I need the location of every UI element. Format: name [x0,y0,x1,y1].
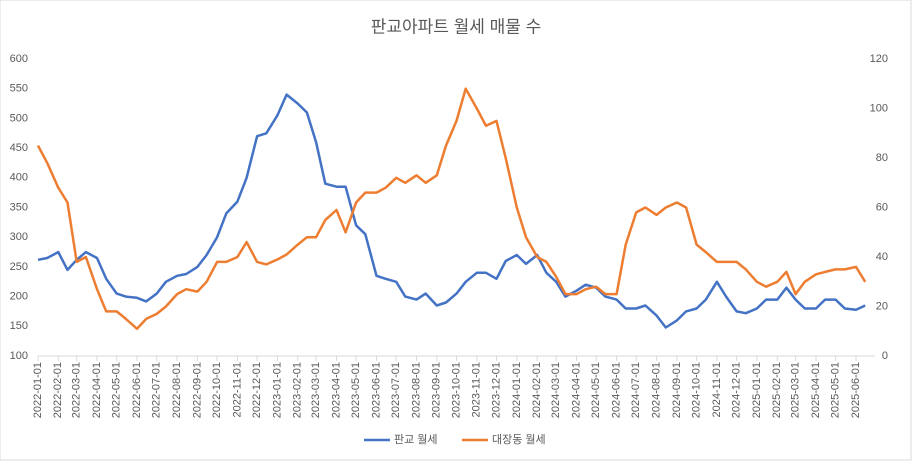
x-tick-label: 2022-10-01 [211,362,223,418]
y-tick-label: 200 [10,291,28,303]
y-tick-label: 300 [10,231,28,243]
x-tick-label: 2023-03-01 [310,362,322,418]
y2-tick-label: 80 [876,152,888,164]
y2-tick-label: 40 [876,251,888,263]
y2-tick-label: 60 [876,201,888,213]
y-tick-label: 450 [10,142,28,154]
legend-label: 판교 월세 [394,433,438,446]
x-tick-label: 2025-03-01 [790,362,802,418]
x-tick-label: 2023-08-01 [410,362,422,418]
x-tick-label: 2022-06-01 [131,362,143,418]
x-tick-label: 2023-10-01 [450,362,462,418]
x-tick-label: 2023-05-01 [350,362,362,418]
x-tick-label: 2024-12-01 [730,362,742,418]
y-tick-label: 350 [10,201,28,213]
y2-tick-label: 100 [870,102,888,114]
x-tick-label: 2023-06-01 [370,362,382,418]
x-tick-label: 2024-04-01 [570,362,582,418]
x-tick-label: 2024-09-01 [671,362,683,418]
x-tick-label: 2023-07-01 [390,362,402,418]
x-tick-label: 2022-02-01 [52,362,64,418]
x-tick-label: 2025-06-01 [850,362,862,418]
x-tick-label: 2025-02-01 [771,362,783,418]
x-tick-label: 2022-04-01 [91,362,103,418]
y-tick-label: 400 [10,172,28,184]
x-tick-label: 2025-01-01 [751,362,763,418]
x-tick-label: 2022-01-01 [32,362,44,418]
y-tick-label: 500 [10,112,28,124]
x-tick-label: 2024-05-01 [590,362,602,418]
y2-tick-label: 20 [876,300,888,312]
x-tick-label: 2023-01-01 [271,362,283,418]
x-tick-label: 2024-11-01 [711,362,723,417]
x-tick-label: 2023-04-01 [330,362,342,418]
x-tick-label: 2024-07-01 [630,362,642,418]
y-tick-label: 100 [10,350,28,362]
x-tick-label: 2025-05-01 [830,362,842,418]
x-tick-label: 2024-02-01 [531,362,543,418]
x-tick-label: 2024-06-01 [610,362,622,418]
y2-tick-label: 0 [882,350,888,362]
x-tick-label: 2022-11-01 [231,362,243,417]
x-tick-label: 2025-04-01 [810,362,822,418]
x-tick-label: 2024-03-01 [550,362,562,418]
y-tick-label: 150 [10,320,28,332]
x-tick-label: 2022-05-01 [111,362,123,418]
legend-label: 대장동 월세 [492,433,546,446]
x-tick-label: 2023-12-01 [490,362,502,418]
series-line [36,87,867,331]
x-tick-label: 2022-08-01 [171,362,183,418]
series-line [37,93,866,329]
x-tick-label: 2024-01-01 [511,362,523,418]
x-tick-label: 2024-08-01 [650,362,662,418]
y-tick-label: 250 [10,261,28,273]
x-tick-label: 2024-10-01 [690,362,702,418]
y-tick-label: 550 [10,83,28,95]
y-tick-label: 600 [10,53,28,65]
x-tick-label: 2022-12-01 [251,362,263,418]
chart-title: 판교아파트 월세 매물 수 [371,17,542,36]
x-tick-label: 2023-09-01 [431,362,443,418]
x-tick-label: 2022-07-01 [151,362,163,418]
y2-tick-label: 120 [870,53,888,65]
x-tick-label: 2023-02-01 [292,362,304,418]
x-tick-label: 2022-09-01 [191,362,203,418]
x-tick-label: 2022-03-01 [71,362,83,418]
x-tick-label: 2023-11-01 [471,362,483,417]
